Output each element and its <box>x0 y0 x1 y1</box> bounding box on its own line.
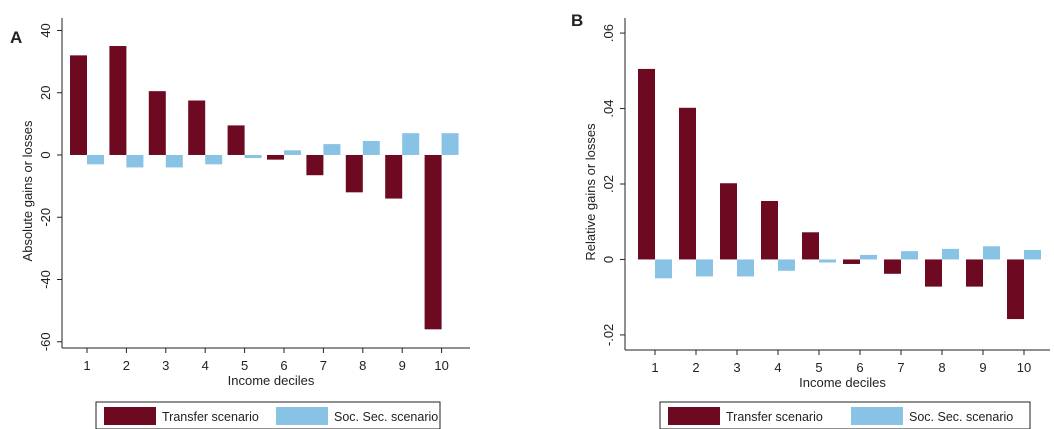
x-tick-label: 9 <box>399 358 406 373</box>
bar-transfer-decile-9 <box>385 154 403 199</box>
x-tick-label: 5 <box>241 358 248 373</box>
bar-socsec-decile-3 <box>737 259 754 277</box>
legend-swatch-socsec <box>851 407 903 425</box>
bar-transfer-decile-4 <box>761 200 778 260</box>
x-tick-label: 6 <box>280 358 287 373</box>
x-tick-label: 8 <box>938 360 945 375</box>
bar-socsec-decile-8 <box>942 248 959 260</box>
y-axis-title: Relative gains or losses <box>583 123 598 261</box>
bar-transfer-decile-10 <box>424 154 442 330</box>
panel-label: B <box>571 11 583 30</box>
y-tick-label: 0 <box>38 151 53 158</box>
bar-transfer-decile-8 <box>925 259 942 287</box>
bar-socsec-decile-1 <box>87 154 104 165</box>
x-tick-label: 1 <box>651 360 658 375</box>
y-tick-label: .02 <box>601 175 616 193</box>
bar-socsec-decile-10 <box>441 133 459 155</box>
y-tick-label: -20 <box>38 208 53 227</box>
x-tick-label: 5 <box>815 360 822 375</box>
y-tick-label: 20 <box>38 85 53 99</box>
bar-socsec-decile-8 <box>362 140 380 155</box>
bar-transfer-decile-7 <box>306 154 324 176</box>
panel-label: A <box>10 28 22 47</box>
y-tick-label: .04 <box>601 100 616 118</box>
x-tick-label: 10 <box>434 358 448 373</box>
bar-transfer-decile-2 <box>679 107 696 260</box>
legend-label-socsec: Soc. Sec. scenario <box>334 410 438 424</box>
x-tick-label: 4 <box>774 360 781 375</box>
bar-transfer-decile-6 <box>267 154 284 160</box>
y-tick-label: -60 <box>38 332 53 351</box>
bar-socsec-decile-4 <box>205 154 223 165</box>
chart-panel-b: B .06 .04 .02 0 -.02 Relative gains or losses 1… <box>571 11 1050 429</box>
bar-socsec-decile-1 <box>655 259 672 279</box>
bar-transfer-decile-2 <box>109 46 127 155</box>
bar-transfer-decile-1 <box>638 68 655 260</box>
x-tick-label: 8 <box>359 358 366 373</box>
y-tick-label: 0 <box>601 256 616 263</box>
bar-transfer-decile-7 <box>884 259 901 274</box>
x-tick-label: 2 <box>123 358 130 373</box>
legend: Transfer scenario Soc. Sec. scenario <box>95 401 441 429</box>
y-tick-label: 40 <box>38 23 53 37</box>
legend-swatch-transfer <box>104 407 156 425</box>
y-axis-title: Absolute gains or losses <box>20 120 35 261</box>
legend: Transfer scenario Soc. Sec. scenario <box>659 401 1031 429</box>
y-tick-label: -.02 <box>601 324 616 346</box>
x-tick-label: 7 <box>897 360 904 375</box>
bar-socsec-decile-5 <box>819 259 836 263</box>
x-tick-label: 6 <box>856 360 863 375</box>
x-tick-label: 3 <box>733 360 740 375</box>
x-tick-label: 7 <box>320 358 327 373</box>
legend-label-socsec: Soc. Sec. scenario <box>909 410 1013 424</box>
bar-transfer-decile-5 <box>802 232 819 260</box>
bar-transfer-decile-1 <box>70 55 87 155</box>
x-axis-title: Income deciles <box>799 375 886 390</box>
x-axis-title: Income deciles <box>228 373 315 388</box>
bar-socsec-decile-5 <box>244 154 262 159</box>
x-tick-label: 3 <box>162 358 169 373</box>
chart-panel-a: A 40 20 0 -20 -40 -60 Absolute gains or losses 1… <box>10 18 470 429</box>
bar-socsec-decile-7 <box>323 144 341 155</box>
x-tick-label: 10 <box>1017 360 1031 375</box>
bar-transfer-decile-8 <box>345 154 363 193</box>
bar-transfer-decile-3 <box>720 183 737 260</box>
bar-socsec-decile-6 <box>860 254 877 260</box>
bar-socsec-decile-3 <box>165 154 183 168</box>
legend-box <box>659 401 1031 429</box>
y-tick-label: -40 <box>38 270 53 289</box>
bar-socsec-decile-2 <box>696 259 713 277</box>
x-tick-label: 1 <box>83 358 90 373</box>
bar-socsec-decile-4 <box>778 259 795 271</box>
bar-transfer-decile-5 <box>227 125 245 155</box>
bar-transfer-decile-3 <box>148 91 166 155</box>
bar-socsec-decile-9 <box>402 133 420 155</box>
x-tick-label: 2 <box>692 360 699 375</box>
legend-label-transfer: Transfer scenario <box>162 410 259 424</box>
bar-transfer-decile-6 <box>843 259 860 264</box>
bar-transfer-decile-10 <box>1007 259 1024 320</box>
bar-socsec-decile-7 <box>901 251 918 260</box>
bar-socsec-decile-6 <box>284 150 301 155</box>
bar-socsec-decile-2 <box>126 154 144 168</box>
bar-socsec-decile-10 <box>1024 250 1041 260</box>
x-tick-label: 9 <box>979 360 986 375</box>
y-tick-label: .06 <box>601 24 616 42</box>
x-tick-label: 4 <box>202 358 209 373</box>
legend-swatch-socsec <box>276 407 328 425</box>
legend-swatch-transfer <box>668 407 720 425</box>
bar-transfer-decile-4 <box>188 100 206 155</box>
legend-label-transfer: Transfer scenario <box>726 410 823 424</box>
bar-transfer-decile-9 <box>966 259 983 287</box>
bar-socsec-decile-9 <box>983 246 1000 260</box>
